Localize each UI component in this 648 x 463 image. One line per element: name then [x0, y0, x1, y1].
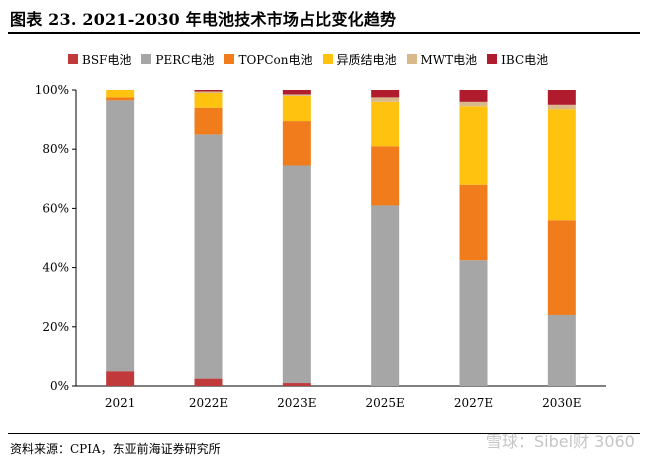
- legend-label-2: TOPCon电池: [238, 52, 313, 67]
- legend-label-5: IBC电池: [501, 52, 549, 67]
- y-tick-label-3: 60%: [42, 201, 69, 215]
- legend-item-2: TOPCon电池: [224, 51, 313, 68]
- bar-2025E-series-3: [371, 101, 400, 147]
- x-tick-label-0: 2021: [105, 396, 136, 410]
- bar-2030E-series-3: [547, 109, 576, 221]
- bar-2021-series-2: [106, 97, 135, 101]
- bar-2023E-series-2: [282, 121, 311, 166]
- bar-2023E-series-3: [282, 95, 311, 122]
- bar-2027E-series-3: [459, 106, 488, 185]
- bar-2022E-series-1: [194, 134, 223, 379]
- legend-swatch-1: [141, 54, 152, 64]
- legend-item-3: 异质结电池: [322, 51, 397, 68]
- bar-2021-series-1: [106, 100, 135, 372]
- watermark: 雪球：Sibel财 3060: [486, 432, 635, 451]
- title-divider: [8, 32, 640, 34]
- x-tick-label-2: 2023E: [277, 396, 316, 410]
- bar-2022E-series-3: [194, 92, 223, 108]
- bar-2023E-series-0: [282, 383, 311, 386]
- bar-2030E-series-4: [547, 104, 576, 110]
- bar-2027E-series-4: [459, 101, 488, 107]
- bar-2027E-series-2: [459, 184, 488, 261]
- bar-2025E-series-2: [371, 146, 400, 206]
- legend-swatch-2: [224, 54, 235, 64]
- stacked-bar-chart: 0% 20% 40% 60% 80% 100% 2021 2022E 2023E 2025E 202…: [35, 83, 606, 410]
- bar-2030E-series-1: [547, 314, 576, 386]
- bar-2030E-series-2: [547, 220, 576, 315]
- bar-2025E-series-1: [371, 205, 400, 386]
- bar-2022E-series-2: [194, 107, 223, 135]
- legend-label-4: MWT电池: [420, 52, 478, 67]
- chart-title: 图表 23. 2021-2030 年电池技术市场占比变化趋势: [10, 10, 397, 29]
- footer-divider: [8, 433, 640, 434]
- bar-2025E-series-5: [371, 90, 400, 98]
- bar-2027E-series-5: [459, 90, 488, 102]
- legend-swatch-4: [406, 54, 417, 64]
- bar-2027E-series-1: [459, 260, 488, 386]
- legend-swatch-5: [487, 54, 498, 64]
- y-tick-label-4: 80%: [42, 142, 69, 156]
- y-tick-label-0: 0%: [50, 379, 69, 393]
- legend-label-0: BSF电池: [82, 52, 132, 67]
- bar-2022E-series-0: [194, 378, 223, 386]
- bar-2022E-series-4: [194, 91, 223, 93]
- legend-item-4: MWT电池: [406, 51, 478, 68]
- bar-2023E-series-1: [282, 165, 311, 384]
- bar-2023E-series-4: [282, 94, 311, 96]
- bar-2021-series-3: [106, 90, 135, 98]
- legend-swatch-3: [322, 54, 333, 64]
- legend-item-1: PERC电池: [141, 51, 214, 68]
- legend-swatch-0: [68, 54, 78, 64]
- legend-item-0: BSF电池: [68, 51, 131, 68]
- x-tick-label-1: 2022E: [189, 396, 228, 410]
- bar-2030E-series-5: [547, 90, 576, 105]
- chart-legend: BSF电池 PERC电池 TOPCon电池 异质结电池 MWT电池 IBC电池: [68, 50, 558, 68]
- bar-2022E-series-5: [194, 90, 223, 92]
- bar-2025E-series-4: [371, 97, 400, 102]
- source-note: 资料来源：CPIA，东亚前海证券研究所: [10, 442, 221, 456]
- legend-label-3: 异质结电池: [336, 52, 397, 67]
- y-tick-label-5: 100%: [35, 83, 69, 97]
- bar-2021-series-0: [106, 371, 135, 386]
- y-tick-label-1: 20%: [42, 320, 69, 334]
- x-tick-label-5: 2030E: [542, 396, 581, 410]
- bar-2023E-series-5: [282, 90, 311, 95]
- legend-label-1: PERC电池: [155, 52, 215, 67]
- y-tick-label-2: 40%: [42, 261, 69, 275]
- legend-item-5: IBC电池: [487, 51, 548, 68]
- x-tick-label-4: 2027E: [454, 396, 493, 410]
- x-tick-label-3: 2025E: [366, 396, 405, 410]
